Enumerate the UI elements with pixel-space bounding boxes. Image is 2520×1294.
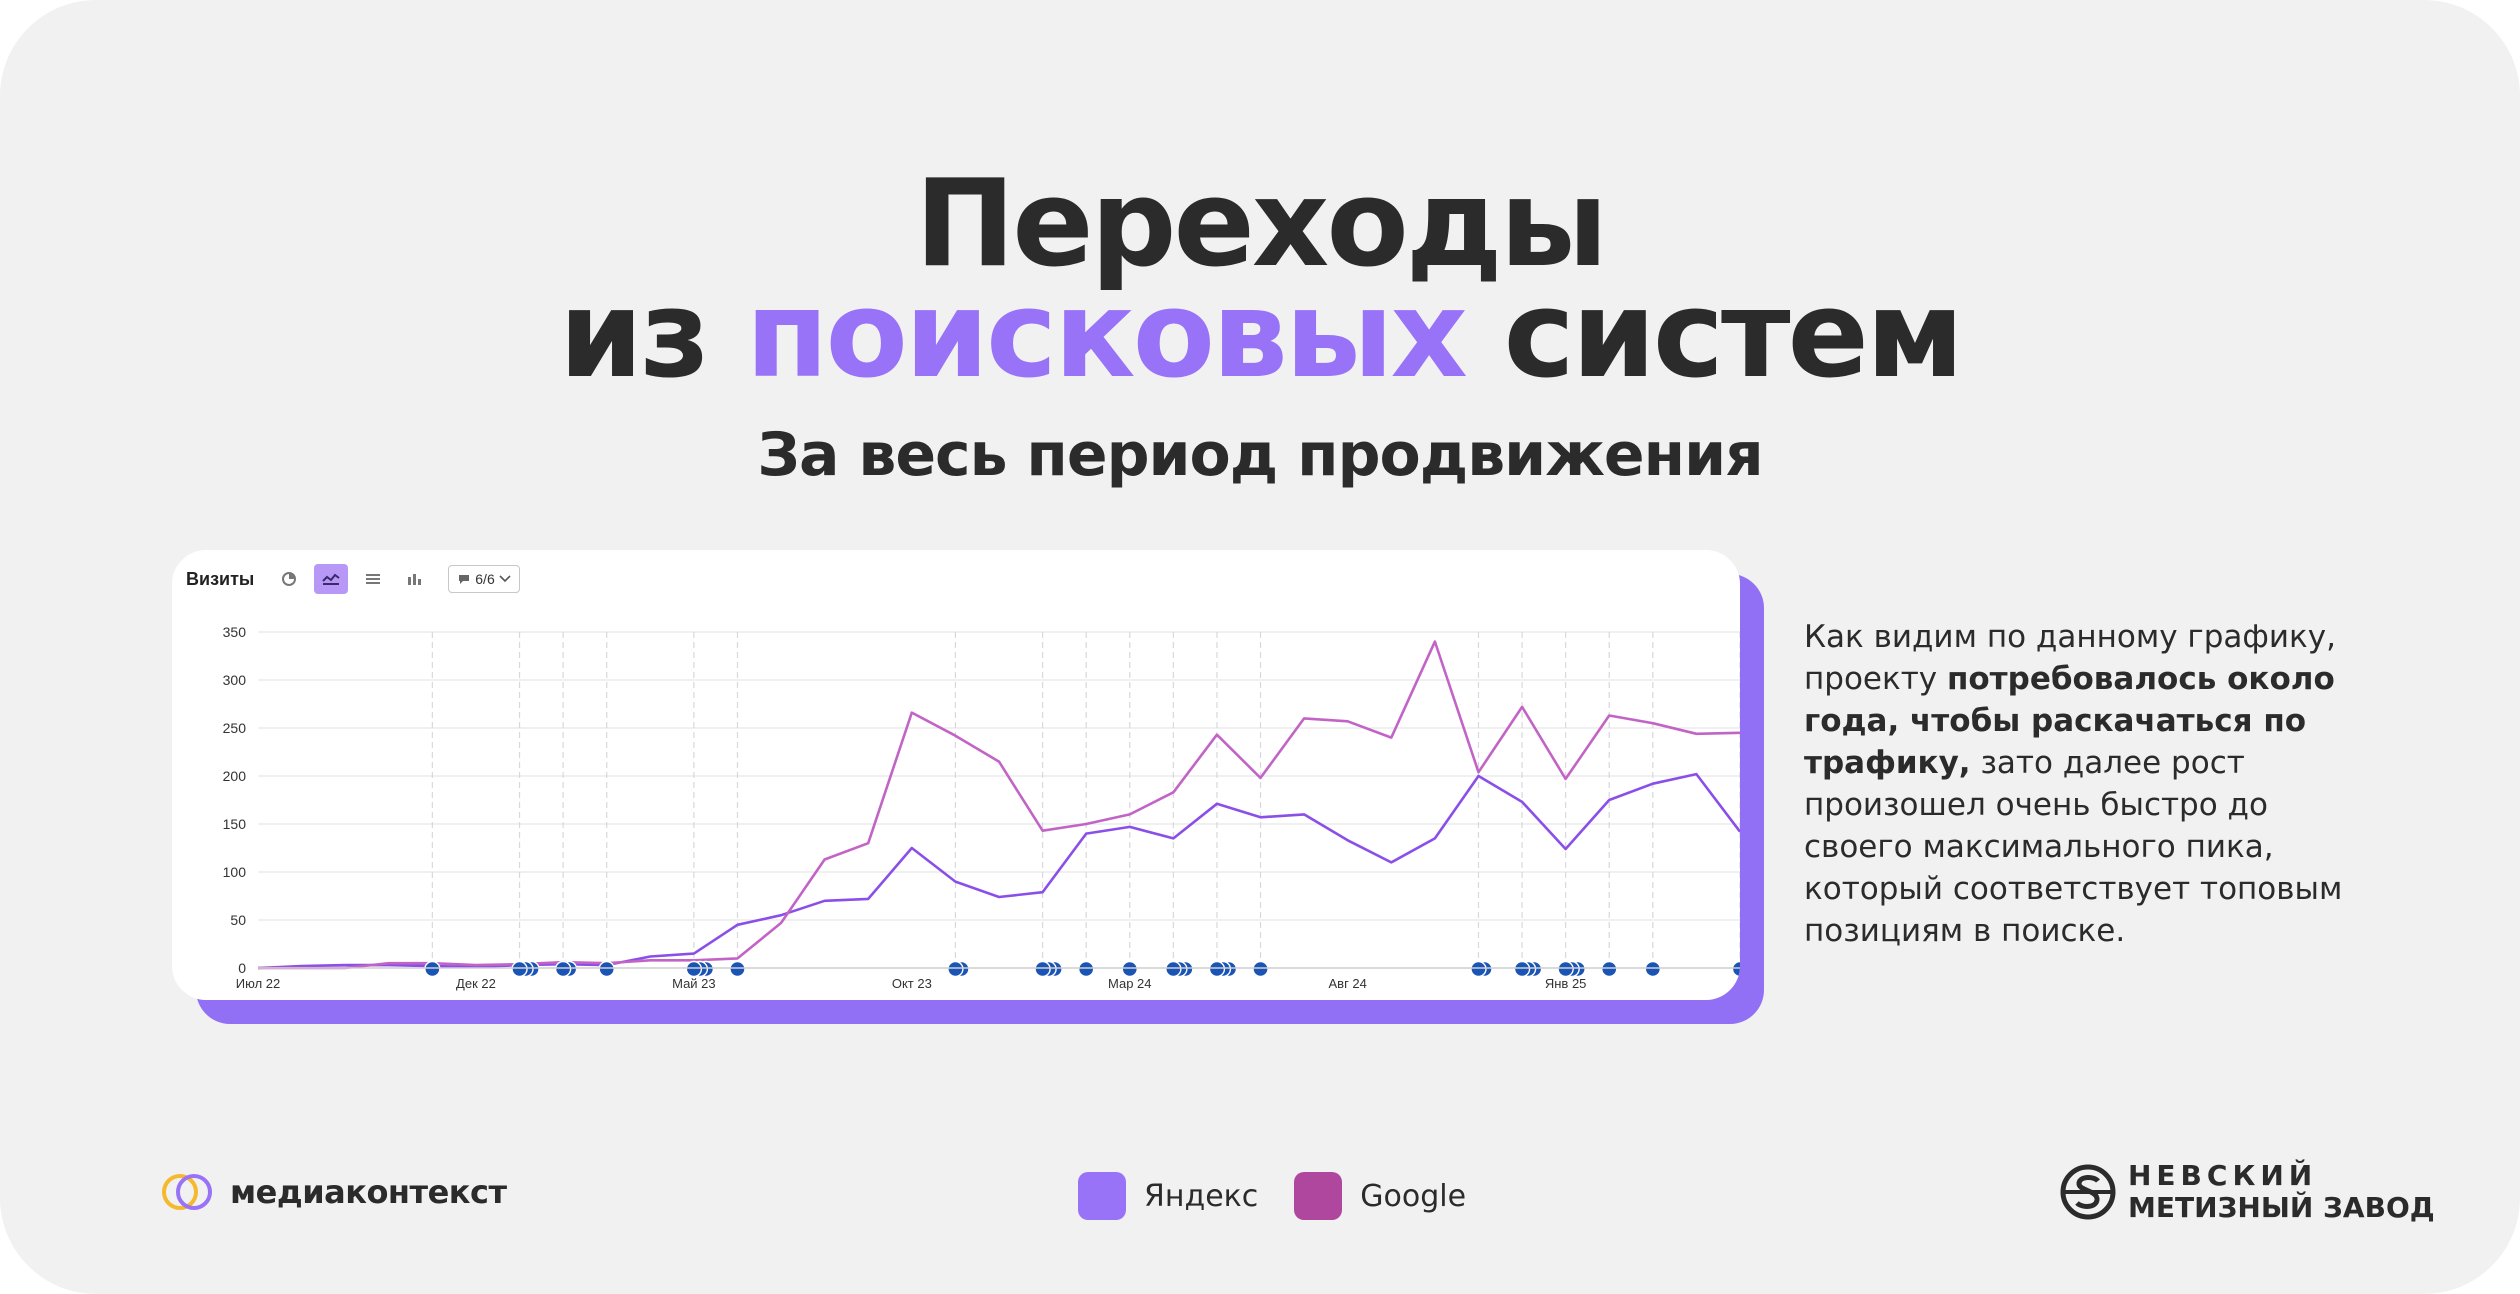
brand-name-right: НЕВСКИЙ МЕТИЗНЫЙ ЗАВОД [2128,1162,2435,1222]
annotation-marker [947,960,964,978]
page-title-line1: Переходы [914,155,1608,294]
chart-metric-label: Визиты [186,568,255,589]
title-prefix: из [558,266,746,405]
series-line-google [258,640,1740,970]
pie-chart-icon[interactable] [272,564,306,594]
title-accent-word: поисковых [745,266,1468,405]
y-tick-label: 0 [238,960,246,976]
line-chart-icon[interactable] [314,564,349,594]
page-title-line2: из поисковых систем [0,276,2520,396]
brand-name-left: медиаконтекст [230,1173,507,1211]
description-bold: потребовалось около года, чтобы раскачат… [1804,661,2335,781]
x-tick-label: Авг 24 [1329,976,1367,991]
brand-right-line2: МЕТИЗНЫЙ ЗАВОД [2128,1191,2435,1224]
legend-label-yandex: Яндекс [1144,1178,1259,1214]
visits-chart: 0 50 100 150 200 250 300 350 Июл 22 Дек 22 Май 23 О… [223,624,1740,991]
title-suffix: систем [1464,266,1964,405]
comment-icon [459,575,470,584]
description-part2: зато далее рост произошел очень быстро д… [1804,745,2343,949]
annotation-marker [1208,960,1226,978]
chart-toolbar: Визиты 6/6 [186,564,520,594]
annotation-marker [1557,960,1574,978]
annotation-marker [511,960,528,978]
segments-dropdown[interactable]: 6/6 [448,565,520,593]
legend-swatch-google [1294,1172,1343,1220]
mediacontext-logo: медиаконтекст [160,1170,507,1214]
x-tick-label: Июл 22 [236,976,280,991]
nevsky-logo: НЕВСКИЙ МЕТИЗНЫЙ ЗАВОД [2058,1162,2435,1222]
chart-legend: Яндекс Google [1078,1172,1502,1220]
brand-right-line1: НЕВСКИЙ [2128,1159,2318,1192]
x-tick-label: Дек 22 [456,976,496,991]
legend-label-google: Google [1360,1178,1467,1214]
y-tick-label: 350 [223,624,247,640]
x-tick-label: Янв 25 [1545,976,1587,991]
annotation-marker [1513,960,1531,978]
y-tick-label: 300 [223,672,247,688]
x-tick-label: Мар 24 [1108,976,1152,991]
legend-item-yandex: Яндекс [1078,1172,1258,1220]
description-part1: Как видим по данному графику, проекту [1804,619,2336,697]
annotation-marker [1644,960,1662,978]
chevron-down-icon [499,575,511,583]
annotation-marker [1121,960,1138,978]
annotation-marker [1601,960,1618,978]
annotation-marker [554,960,572,978]
chart-card: 0 50 100 150 200 250 300 350 Июл 22 Дек 22 Май 23 О… [172,550,1740,1000]
y-tick-label: 150 [223,816,247,832]
x-tick-label: Окт 23 [892,976,932,991]
annotation-marker [1731,960,1740,978]
x-tick-label: Май 23 [672,976,716,991]
annotation-marker [729,960,746,978]
y-tick-label: 250 [223,720,247,736]
annotation-marker [1034,960,1051,978]
area-chart-icon[interactable] [356,564,390,594]
bar-chart-icon[interactable] [398,564,432,594]
annotation-marker [1470,960,1487,978]
y-tick-label: 200 [223,768,247,784]
factory-logo-icon [2060,1164,2116,1220]
y-tick-label: 100 [223,864,247,880]
annotation-marker [1165,960,1182,978]
chart-description: Как видим по данному графику, проекту по… [1804,616,2364,952]
y-tick-label: 50 [230,912,246,928]
annotation-marker [1252,960,1269,978]
segments-value: 6/6 [475,571,495,587]
annotation-marker [424,960,441,978]
annotation-marker [598,960,615,978]
legend-swatch-yandex [1078,1172,1126,1220]
annotation-marker [1077,960,1095,978]
page-subtitle: За весь период продвижения [757,420,1763,490]
rings-logo-icon [162,1174,212,1210]
legend-item-google: Google [1294,1172,1466,1220]
annotation-marker [685,960,703,978]
series-line-yandex [257,772,1740,970]
